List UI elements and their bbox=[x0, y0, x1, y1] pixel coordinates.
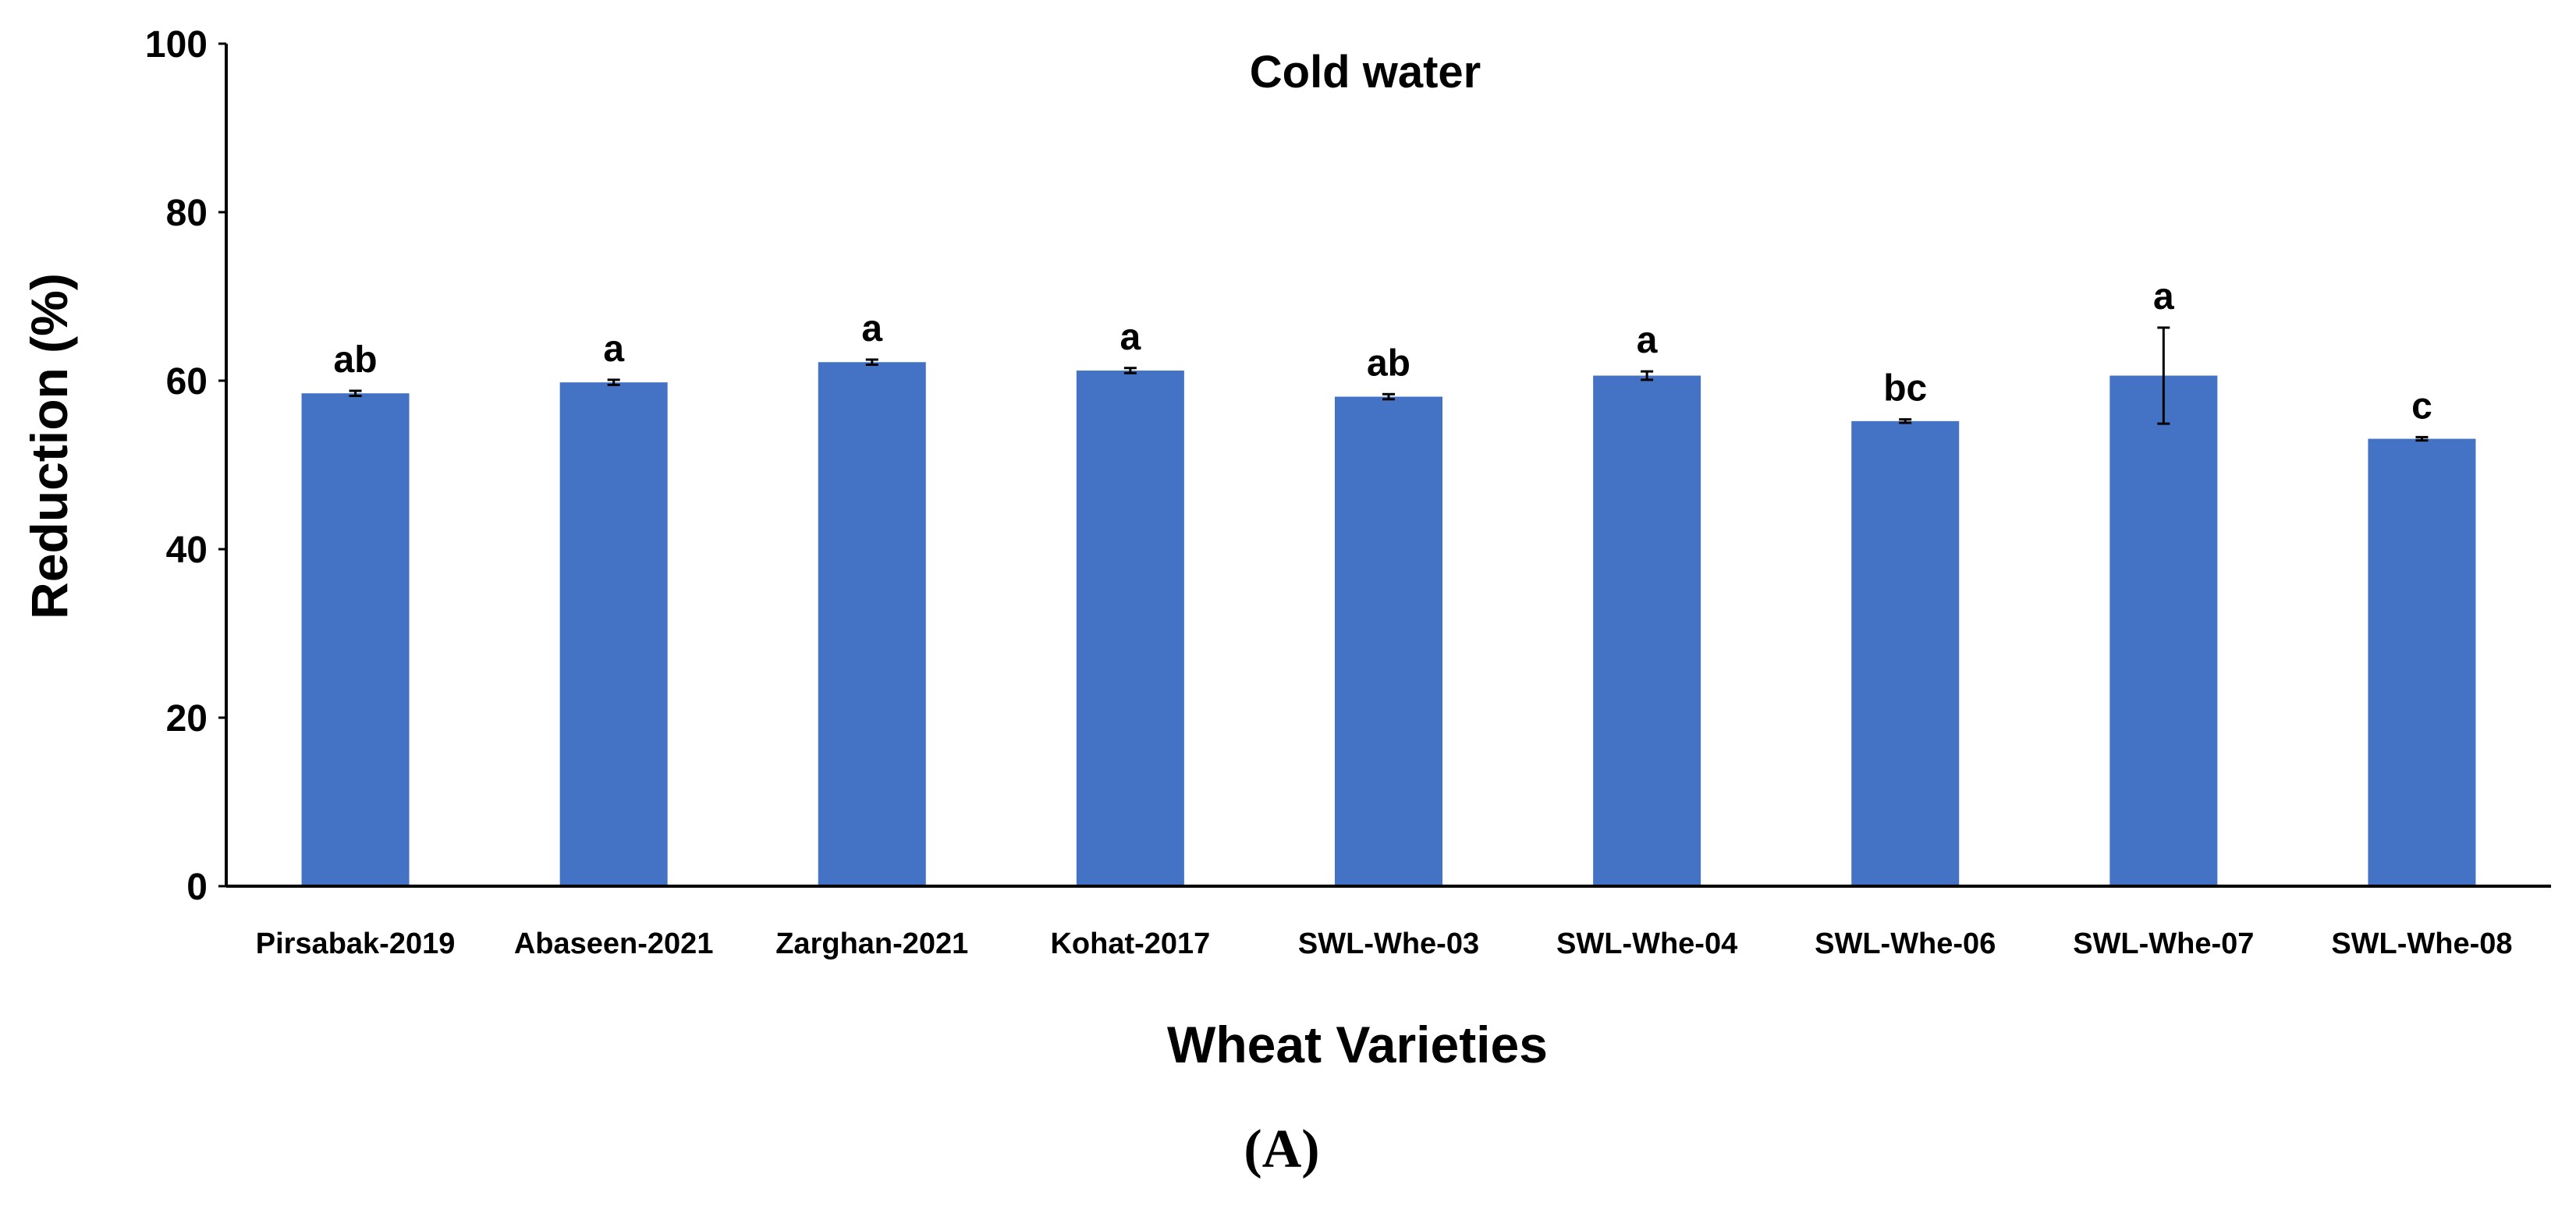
bar bbox=[2109, 375, 2218, 886]
y-tick-label: 0 bbox=[186, 867, 208, 908]
bar bbox=[1593, 375, 1701, 886]
bar bbox=[1076, 371, 1184, 886]
error-bar bbox=[607, 378, 620, 386]
error-bar bbox=[1899, 418, 1912, 424]
y-tick-label: 20 bbox=[166, 698, 208, 740]
significance-label: a bbox=[1120, 317, 1141, 358]
x-tick-label: SWL-Whe-07 bbox=[2073, 928, 2254, 960]
significance-label: bc bbox=[1883, 368, 1927, 410]
bar bbox=[818, 362, 926, 886]
significance-label: a bbox=[2153, 276, 2174, 317]
error-bar bbox=[1382, 392, 1395, 401]
x-tick-label: Abaseen-2021 bbox=[514, 928, 714, 960]
chart-title: Cold water bbox=[1250, 47, 1481, 98]
error-bar bbox=[2415, 435, 2429, 442]
error-bar bbox=[865, 358, 878, 366]
y-axis-title: Reduction (%) bbox=[20, 273, 78, 619]
x-tick-label: SWL-Whe-06 bbox=[1815, 928, 1996, 960]
x-tick-label: SWL-Whe-08 bbox=[2331, 928, 2512, 960]
error-bar bbox=[349, 389, 362, 397]
significance-label: a bbox=[861, 308, 882, 349]
significance-label: a bbox=[1637, 320, 1658, 361]
x-tick-label: Kohat-2017 bbox=[1050, 928, 1210, 960]
plot-area: ab a a a ab a bc a c bbox=[301, 276, 2476, 886]
y-axis: 0 20 40 60 80 100 bbox=[145, 24, 228, 908]
significance-label: ab bbox=[334, 339, 378, 381]
x-tick-label: Zarghan-2021 bbox=[775, 928, 968, 960]
x-tick-label: SWL-Whe-04 bbox=[1556, 928, 1737, 960]
panel-label: (A) bbox=[1244, 1119, 1319, 1179]
bar bbox=[1335, 396, 1442, 886]
x-tick-label: SWL-Whe-03 bbox=[1298, 928, 1479, 960]
y-tick-label: 100 bbox=[145, 24, 208, 66]
significance-label: a bbox=[603, 328, 624, 370]
error-bar bbox=[1641, 370, 1654, 381]
significance-label: c bbox=[2411, 385, 2432, 427]
x-axis: Pirsabak-2019 Abaseen-2021 Zarghan-2021 Koh… bbox=[226, 885, 2551, 960]
bar bbox=[301, 393, 410, 886]
error-bar bbox=[1123, 367, 1137, 374]
bar bbox=[1851, 420, 1960, 886]
y-tick-label: 60 bbox=[166, 361, 208, 403]
y-tick-label: 40 bbox=[166, 530, 208, 571]
significance-label: ab bbox=[1367, 342, 1410, 384]
x-tick-label: Pirsabak-2019 bbox=[256, 928, 456, 960]
bar bbox=[2368, 438, 2476, 886]
x-axis-title: Wheat Varieties bbox=[1167, 1016, 1548, 1073]
bar bbox=[559, 382, 668, 886]
error-bar bbox=[2157, 326, 2170, 425]
y-tick-label: 80 bbox=[166, 193, 208, 234]
